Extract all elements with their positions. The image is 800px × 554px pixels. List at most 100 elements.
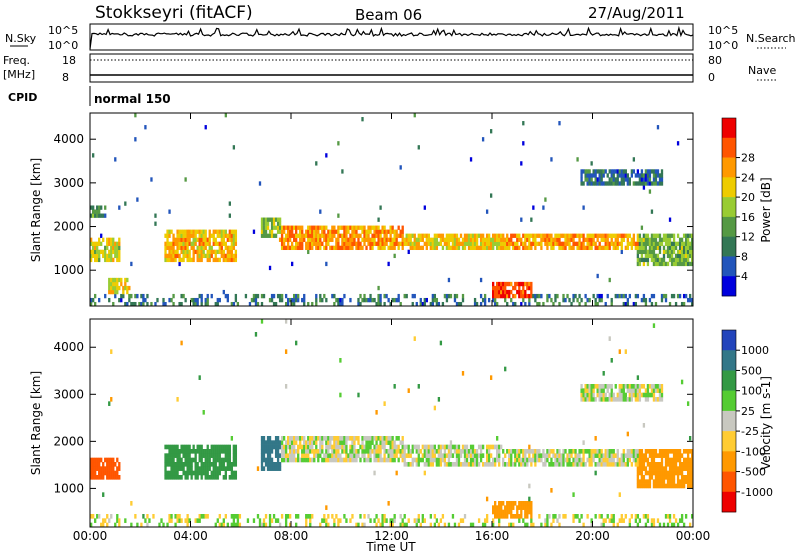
heatmap-cell [256,514,260,519]
heatmap-cell [640,169,644,174]
heatmap-cell [640,177,644,182]
heatmap-cell [518,457,521,463]
heatmap-cell [174,514,177,519]
heatmap-cell [100,249,103,255]
heatmap-cell [212,229,215,234]
heatmap-cell [383,514,386,519]
heatmap-cell [676,253,680,259]
heatmap-cell [425,237,428,242]
heatmap-cell [640,392,644,398]
heatmap-cell [526,509,529,515]
heatmap-cell [100,213,103,218]
heatmap-cell [90,301,93,307]
heatmap-cell [94,245,97,251]
heatmap-cell [532,293,535,299]
heatmap-cell [307,233,310,238]
heatmap-cell [317,233,320,238]
heatmap-cell [622,453,625,458]
heatmap-cell [487,241,491,246]
heatmap-cell [188,457,191,463]
heatmap-cell [234,233,238,238]
heatmap-cell [397,241,400,246]
heatmap-cell [423,453,426,458]
heatmap-cell [666,462,670,467]
heatmap-cell [612,177,615,182]
heatmap-cell [431,237,435,242]
heatmap-cell [198,514,201,519]
heatmap-cell [116,253,119,259]
heatmap-cell [518,293,521,299]
heatmap-cell [385,440,388,445]
heatmap-cell [204,453,207,458]
heatmap-cell [564,245,567,251]
heatmap-cell [610,169,613,174]
heatmap-cell [435,462,439,467]
heatmap-cell [660,237,664,242]
heatmap-cell [682,261,686,267]
heatmap-cell [353,444,356,450]
heatmap-cell [584,462,587,467]
heatmap-cell [116,249,119,255]
heatmap-cell [220,241,223,246]
heatmap-cell [401,436,404,441]
heatmap-cell [226,233,229,238]
heatmap-cell [98,237,101,242]
heatmap-cell [365,297,368,303]
heatmap-cell [397,225,400,230]
heatmap-cell [104,205,107,210]
heatmap-cell [580,181,583,186]
heatmap-cell [172,257,175,263]
heatmap-cell [644,470,648,476]
heatmap-cell [288,436,292,441]
heatmap-cell [355,225,358,230]
heatmap-cell [218,462,221,467]
heatmap-cell [286,233,290,238]
heatmap-cell [379,444,382,450]
heatmap-cell [214,301,217,307]
y-tick-label: 2000 [53,434,84,448]
heatmap-cell [284,237,288,242]
heatmap-cell [608,177,611,182]
heatmap-cell [206,475,209,480]
heatmap-cell [638,397,642,402]
heatmap-cell [413,237,416,242]
heatmap-cell [487,453,491,458]
heatmap-cell [297,293,300,299]
heatmap-cell [640,241,644,246]
heatmap-cell [469,237,473,242]
heatmap-cell [666,475,670,480]
heatmap-cell [198,375,201,380]
heatmap-cell [212,233,215,238]
heatmap-cell [684,462,688,467]
heatmap-cell [471,241,475,246]
heatmap-cell [262,444,266,450]
heatmap-cell [622,233,625,238]
heatmap-cell [598,233,601,238]
heatmap-cell [357,237,360,242]
heatmap-cell [361,444,364,450]
heatmap-cell [672,257,676,263]
heatmap-cell [218,257,221,263]
heatmap-cell [678,483,682,489]
heatmap-cell [578,457,581,463]
heatmap-cell [381,514,384,519]
heatmap-cell [347,457,350,463]
heatmap-cell [319,522,322,528]
heatmap-cell [524,501,527,506]
heatmap-cell [688,253,692,259]
heatmap-cell [383,241,386,246]
heatmap-cell [260,466,264,471]
heatmap-cell [654,466,658,471]
heatmap-cell [628,388,631,393]
heatmap-cell [626,431,629,437]
heatmap-cell [208,457,211,463]
heatmap-cell [100,522,103,528]
heatmap-cell [188,253,191,259]
heatmap-cell [457,522,461,528]
heatmap-cell [469,444,473,450]
heatmap-cell [678,245,682,251]
heatmap-cell [648,241,652,246]
heatmap-cell [369,229,372,234]
heatmap-cell [624,514,627,519]
heatmap-cell [686,453,690,458]
